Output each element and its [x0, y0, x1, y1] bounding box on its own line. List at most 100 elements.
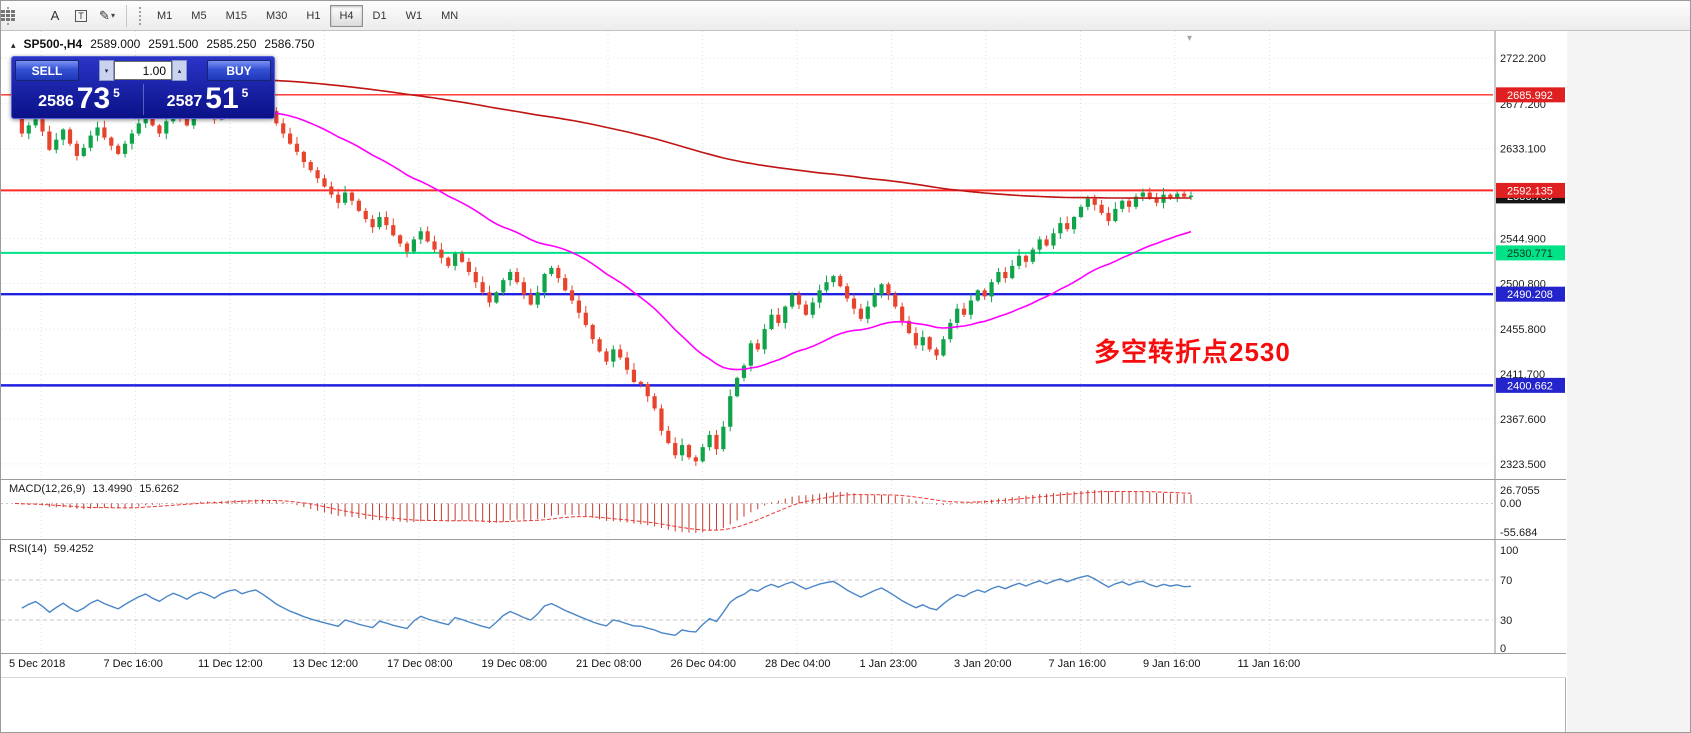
time-label: 13 Dec 12:00: [292, 658, 358, 670]
time-label: 21 Dec 08:00: [576, 658, 642, 670]
time-label: 26 Dec 04:00: [670, 658, 736, 670]
grid-icon-shape: [1, 9, 15, 21]
chart-scroll-marker-icon[interactable]: ▾: [1187, 33, 1193, 44]
sell-price-sup: 5: [113, 86, 120, 100]
price-tag: [1496, 182, 1565, 198]
chart-window: 2722.2002677.2002633.1002589.0002544.900…: [1, 31, 1566, 732]
buy-price-big: 51: [205, 82, 239, 115]
rsi-title: RSI(14): [9, 543, 47, 555]
timeframe-button-m1[interactable]: M1: [148, 5, 181, 27]
draw-tool-icon[interactable]: ✎ ▾: [94, 4, 120, 28]
price-tick-label: 2367.600: [1500, 414, 1546, 426]
price-tick-label: 2323.500: [1500, 459, 1546, 471]
chart-symbol-header: ▴ SP500-,H4 2589.000 2591.500 2585.250 2…: [11, 37, 314, 51]
macd-histogram: [21, 490, 1192, 533]
svg-text:2685.992: 2685.992: [1507, 90, 1553, 102]
symbol-label: SP500-,H4: [23, 37, 83, 51]
time-label: 5 Dec 2018: [9, 658, 66, 670]
rsi-value: 59.4252: [53, 543, 94, 555]
time-label: 17 Dec 08:00: [387, 658, 453, 670]
time-label: 7 Jan 16:00: [1048, 658, 1107, 670]
time-label: 11 Dec 12:00: [198, 658, 263, 670]
buy-button[interactable]: BUY: [207, 60, 271, 81]
timeframe-button-d1[interactable]: D1: [364, 5, 396, 27]
macd-indicator-label: MACD(12,26,9) 13.4990 15.6262: [9, 483, 179, 495]
label-tool-icon[interactable]: T: [68, 4, 94, 28]
svg-text:2400.662: 2400.662: [1507, 380, 1553, 392]
time-label: 3 Jan 20:00: [954, 658, 1012, 670]
toolbar-drag-handle[interactable]: [138, 5, 143, 26]
label-tool-glyph: T: [75, 9, 87, 22]
volume-down-button[interactable]: ▾: [99, 60, 114, 81]
rsi-tick-label: 70: [1500, 575, 1512, 587]
rsi-panel-canvas[interactable]: 100 70 30 0: [1, 540, 1566, 655]
buy-price-sup: 5: [241, 86, 249, 100]
toolbar-separator: [126, 4, 127, 27]
timeframe-toolbar: M1 M5 M15 M30 H1 H4 D1 W1 MN: [148, 4, 467, 27]
sell-button[interactable]: SELL: [15, 60, 79, 81]
macd-title: MACD(12,26,9): [9, 483, 86, 495]
macd-tick-label: 26.7055: [1500, 485, 1540, 497]
price-tick-label: 2633.100: [1500, 144, 1546, 156]
svg-text:2592.135: 2592.135: [1507, 185, 1553, 197]
sell-price-big: 73: [76, 82, 111, 115]
macd-value-signal: 15.6262: [139, 483, 179, 495]
grid-icon[interactable]: [1, 4, 42, 28]
pencil-icon: ✎: [99, 7, 110, 23]
time-axis[interactable]: 5 Dec 2018 7 Dec 16:00 11 Dec 12:00 13 Dec …: [1, 654, 1566, 677]
timeframe-button-h4[interactable]: H4: [330, 4, 363, 27]
volume-up-button[interactable]: ▴: [172, 60, 187, 81]
chart-text-annotation: 多空转折点2530: [1094, 337, 1291, 367]
macd-tick-label: -55.684: [1500, 527, 1537, 539]
sell-price-base: 2586: [38, 92, 74, 110]
svg-text:2530.771: 2530.771: [1507, 248, 1553, 260]
panel-separator[interactable]: [1, 479, 1566, 480]
ohlc-low: 2585.250: [206, 37, 257, 51]
time-label: 7 Dec 16:00: [103, 658, 163, 670]
workspace-gutter: [1567, 31, 1690, 732]
time-label: 19 Dec 08:00: [481, 658, 547, 670]
volume-input[interactable]: [114, 61, 172, 80]
rsi-indicator-label: RSI(14) 59.4252: [9, 543, 94, 555]
price-tick-label: 2455.800: [1500, 324, 1546, 336]
panel-separator[interactable]: [1, 539, 1566, 540]
volume-stepper: ▾ ▴: [99, 60, 187, 81]
time-label: 9 Jan 16:00: [1143, 658, 1201, 670]
macd-signal-line: [14, 491, 1192, 531]
price-tag: [1496, 286, 1565, 302]
svg-text:2490.208: 2490.208: [1507, 289, 1553, 301]
text-tool-icon[interactable]: A: [42, 4, 68, 28]
rsi-line: [21, 574, 1192, 637]
panel-separator[interactable]: [1, 653, 1566, 654]
rsi-tick-label: 100: [1500, 545, 1518, 557]
timeframe-button-h1[interactable]: H1: [297, 5, 329, 27]
price-tag: [1496, 87, 1565, 103]
ohlc-high: 2591.500: [148, 37, 199, 51]
timeframe-button-m5[interactable]: M5: [182, 5, 215, 27]
panel-separator: [1, 677, 1566, 678]
toolbar: A T ✎ ▾ M1 M5 M15 M30 H1 H4 D1 W1 MN: [1, 1, 1690, 31]
timeframe-button-m30[interactable]: M30: [257, 5, 296, 27]
price-tick-label: 2722.200: [1500, 53, 1546, 65]
chevron-down-icon: ▾: [110, 11, 115, 20]
macd-tick-label: 0.00: [1500, 498, 1521, 510]
buy-price-display[interactable]: 2587 51 5: [143, 84, 271, 115]
price-tick-label: 2544.900: [1500, 234, 1546, 246]
price-tag: [1496, 245, 1565, 261]
sell-price-display[interactable]: 2586 73 5: [15, 84, 143, 115]
timeframe-button-mn[interactable]: MN: [432, 5, 467, 27]
macd-value-main: 13.4990: [92, 483, 133, 495]
time-label: 1 Jan 23:00: [859, 658, 918, 670]
one-click-trading-panel: SELL ▾ ▴ BUY 2586 73 5 2587 51 5: [11, 56, 275, 119]
timeframe-button-w1[interactable]: W1: [397, 5, 432, 27]
time-label: 11 Jan 16:00: [1237, 658, 1301, 670]
buy-price-base: 2587: [166, 92, 203, 110]
time-label: 28 Dec 04:00: [765, 658, 831, 670]
timeframe-button-m15[interactable]: M15: [217, 5, 256, 27]
price-tag: [1496, 377, 1565, 393]
rsi-tick-label: 30: [1500, 615, 1512, 627]
ohlc-open: 2589.000: [90, 37, 141, 51]
rsi-tick-label: 0: [1500, 643, 1506, 655]
